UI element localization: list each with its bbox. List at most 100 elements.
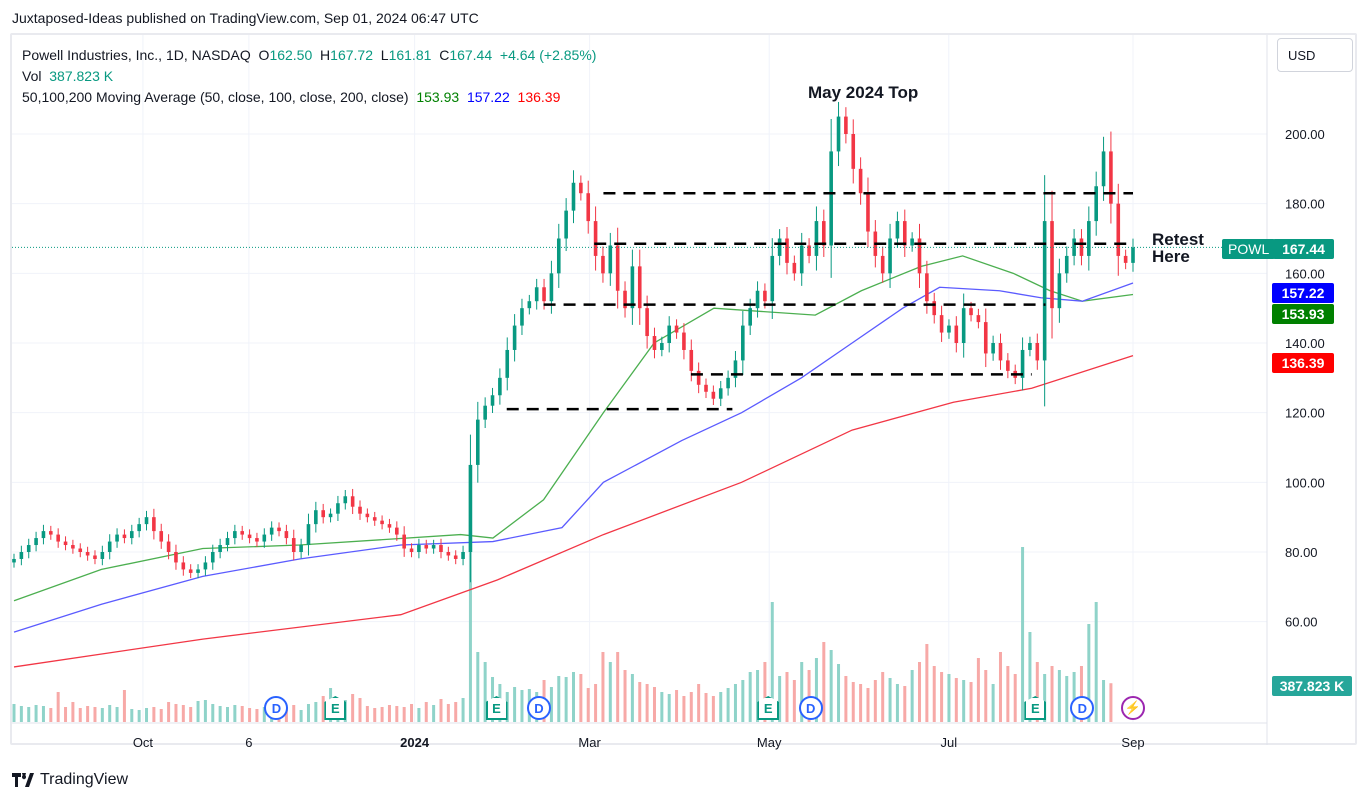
dividend-event-icon[interactable]: D bbox=[264, 696, 289, 720]
candle bbox=[807, 245, 811, 256]
volume-bar bbox=[1057, 670, 1061, 722]
candle bbox=[1050, 221, 1054, 309]
volume-bar bbox=[557, 676, 561, 722]
candle bbox=[1064, 255, 1069, 274]
volume-bar bbox=[417, 708, 421, 722]
candle bbox=[556, 238, 561, 274]
earnings-event-icon[interactable]: E bbox=[1024, 696, 1047, 720]
volume-bar bbox=[34, 705, 38, 722]
earnings-event-icon[interactable]: E bbox=[324, 696, 347, 720]
volume-bar bbox=[851, 682, 855, 722]
volume-bar bbox=[78, 708, 82, 722]
candle bbox=[704, 384, 708, 392]
volume-bar bbox=[203, 700, 207, 722]
volume-bar bbox=[1013, 674, 1017, 722]
candle bbox=[1094, 186, 1098, 222]
volume-bar bbox=[122, 690, 126, 722]
volume-bar bbox=[395, 706, 399, 722]
volume-bar bbox=[895, 684, 899, 722]
candle bbox=[917, 238, 922, 274]
volume-bar bbox=[365, 706, 369, 722]
volume-bar bbox=[468, 552, 472, 722]
currency-button[interactable]: USD bbox=[1277, 38, 1353, 72]
volume-bar bbox=[262, 707, 266, 722]
volume-bar bbox=[19, 706, 23, 722]
x-tick-label: Jul bbox=[940, 735, 957, 750]
volume-bar bbox=[1028, 632, 1032, 722]
ma50-value: 153.93 bbox=[416, 89, 460, 105]
candle bbox=[1006, 360, 1010, 371]
volume-bar bbox=[1102, 680, 1106, 722]
earnings-event-icon[interactable]: E bbox=[757, 696, 780, 720]
candle bbox=[78, 548, 83, 552]
candle bbox=[770, 255, 775, 302]
candle bbox=[542, 287, 546, 302]
candle bbox=[1123, 255, 1128, 263]
volume-bar bbox=[756, 670, 760, 722]
volume-bar bbox=[704, 693, 708, 722]
ma-line-ma200 bbox=[13, 354, 1134, 668]
candle bbox=[372, 517, 377, 521]
volume-bar bbox=[520, 690, 524, 722]
volume-bar bbox=[181, 705, 185, 722]
split-event-icon[interactable]: ⚡ bbox=[1121, 696, 1145, 720]
dividend-event-icon[interactable]: D bbox=[1070, 696, 1095, 720]
volume-bar bbox=[1094, 602, 1098, 722]
ma-label[interactable]: 50,100,200 Moving Average (50, close, 10… bbox=[22, 89, 409, 105]
candle bbox=[645, 308, 649, 337]
candle bbox=[851, 134, 856, 169]
volume-bar bbox=[196, 701, 200, 722]
volume-bar bbox=[446, 704, 450, 722]
volume-bar bbox=[240, 706, 244, 722]
candle bbox=[969, 308, 973, 316]
y-tick-label: 180.00 bbox=[1285, 197, 1325, 212]
candle bbox=[328, 513, 333, 518]
change-value: +4.64 (+2.85%) bbox=[499, 47, 597, 63]
candle bbox=[446, 552, 451, 556]
candle bbox=[107, 541, 112, 552]
candle bbox=[954, 325, 959, 343]
volume-bar bbox=[248, 708, 252, 722]
candle bbox=[350, 496, 355, 507]
tradingview-logo[interactable]: TradingView bbox=[12, 771, 128, 789]
candle bbox=[63, 541, 68, 546]
candle bbox=[137, 524, 141, 532]
candle bbox=[498, 377, 502, 396]
candle bbox=[947, 325, 951, 333]
candle bbox=[461, 552, 465, 559]
x-tick-label: Mar bbox=[578, 735, 601, 750]
candle bbox=[395, 527, 399, 535]
candle bbox=[85, 552, 90, 556]
volume-bar bbox=[623, 670, 627, 722]
volume-bar bbox=[167, 702, 171, 722]
candle bbox=[718, 388, 723, 399]
volume-bar bbox=[726, 688, 730, 722]
volume-bar bbox=[792, 680, 796, 722]
volume-bar bbox=[233, 705, 237, 722]
candle bbox=[983, 322, 988, 354]
volume-bar bbox=[1109, 683, 1113, 722]
candle bbox=[505, 349, 510, 378]
candle bbox=[998, 343, 1003, 361]
vol-label[interactable]: Vol bbox=[22, 68, 42, 84]
candle bbox=[866, 193, 870, 232]
candle bbox=[696, 370, 701, 385]
volume-bar bbox=[954, 678, 958, 722]
candle bbox=[741, 325, 745, 361]
volume-bar bbox=[432, 705, 436, 722]
volume-bar bbox=[785, 672, 789, 722]
candle bbox=[895, 221, 900, 239]
dividend-event-icon[interactable]: D bbox=[526, 696, 551, 720]
candle bbox=[247, 534, 252, 539]
candle bbox=[549, 273, 554, 302]
volume-bar bbox=[1043, 674, 1047, 722]
volume-bar bbox=[12, 704, 16, 722]
volume-bar bbox=[844, 676, 848, 722]
ticker-tag: POWL bbox=[1222, 239, 1276, 259]
dividend-event-icon[interactable]: D bbox=[798, 696, 823, 720]
volume-bar bbox=[667, 694, 671, 722]
earnings-event-icon[interactable]: E bbox=[485, 696, 508, 720]
volume-bar bbox=[41, 706, 45, 722]
symbol-name[interactable]: Powell Industries, Inc., 1D, NASDAQ bbox=[22, 47, 251, 63]
